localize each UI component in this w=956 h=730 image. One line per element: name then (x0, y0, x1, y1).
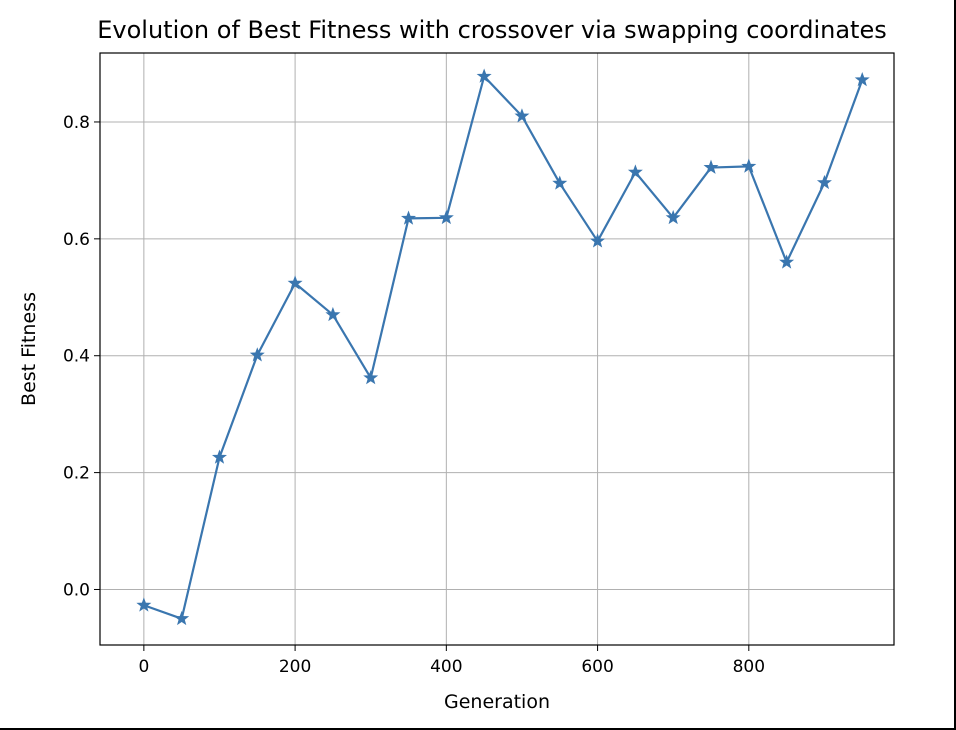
plot-area-border (99, 52, 895, 646)
star-marker (816, 174, 832, 190)
star-marker (590, 233, 606, 248)
axis-ticks: 0 200 400 600 800 0.0 0.2 0.4 0.6 0.8 (63, 113, 765, 677)
y-tick-label: 0.4 (63, 347, 90, 367)
x-axis-label: Generation (444, 691, 550, 713)
star-marker (552, 175, 568, 190)
star-marker (249, 347, 265, 362)
x-tick-label: 400 (430, 657, 462, 677)
y-tick-label: 0.0 (63, 580, 90, 600)
y-tick-label: 0.2 (63, 464, 90, 484)
chart-title: Evolution of Best Fitness with crossover… (97, 16, 887, 44)
grid-lines (100, 53, 894, 645)
x-tick-label: 200 (279, 657, 311, 677)
y-tick-label: 0.8 (63, 113, 90, 133)
y-axis-label: Best Fitness (18, 292, 40, 406)
star-marker (438, 209, 454, 225)
series-line (143, 75, 864, 620)
star-marker (325, 306, 341, 322)
star-marker (665, 209, 681, 225)
star-marker (287, 275, 303, 290)
star-marker (476, 68, 492, 83)
star-marker (363, 370, 379, 385)
x-tick-label: 600 (581, 657, 613, 677)
star-marker (514, 108, 530, 123)
star-marker (136, 597, 152, 612)
star-marker (174, 610, 190, 626)
star-marker (401, 210, 417, 225)
star-marker (211, 449, 227, 464)
x-tick-label: 800 (733, 657, 765, 677)
star-marker (627, 164, 643, 179)
star-marker (741, 158, 757, 173)
star-marker (703, 159, 719, 174)
series-layer (136, 68, 870, 626)
star-marker (854, 72, 870, 87)
star-marker (779, 254, 795, 269)
x-tick-label: 0 (138, 657, 149, 677)
y-tick-label: 0.6 (63, 230, 90, 250)
